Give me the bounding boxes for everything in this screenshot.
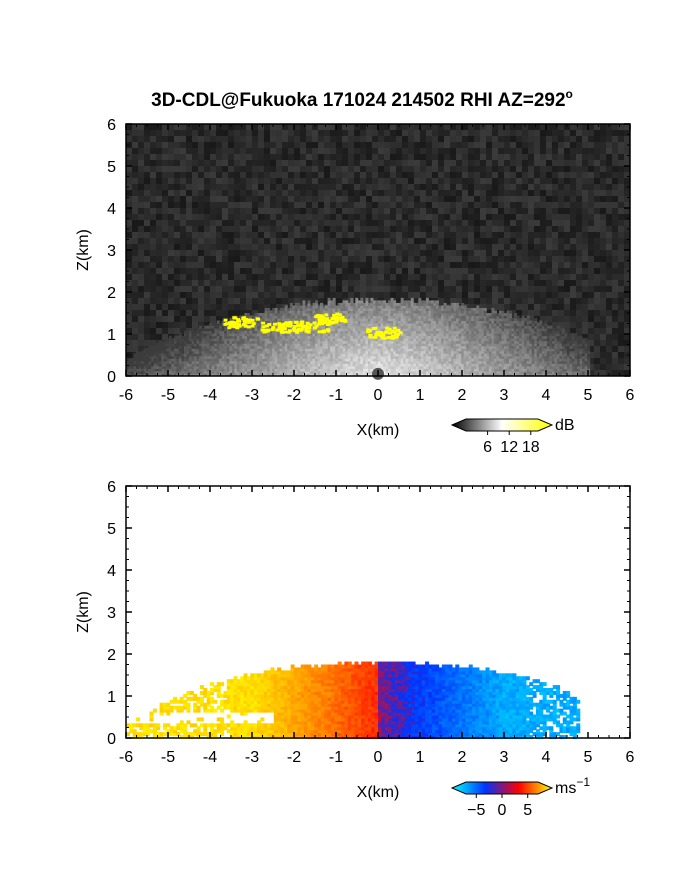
colorbar-unit: ms−1: [555, 775, 590, 797]
backscatter-colorbar: 6 12 18 dB: [450, 417, 575, 456]
x-axis: -6 -5 -4 -3 -2 -1 0 1 2 3 4 5 6: [119, 124, 635, 404]
x-axis-label: X(km): [357, 422, 400, 439]
x-tick-label: -3: [245, 387, 259, 404]
y-tick-label: 3: [107, 243, 116, 260]
colorbar-bar: [450, 418, 554, 432]
colorbar-bar: [450, 781, 554, 795]
x-tick-label: 3: [500, 387, 509, 404]
y-tick-label: 6: [107, 479, 116, 496]
heatmap-cells: [126, 124, 630, 380]
y-tick-label: 5: [107, 521, 116, 538]
y-tick-label: 0: [107, 369, 116, 386]
x-tick-label: 0: [374, 749, 383, 766]
x-tick-label: -6: [119, 749, 133, 766]
doppler-velocity-panel: -6 -5 -4 -3 -2 -1 0 1 2 3 4 5 6 X(km) 0 1 2 3 4 5 6 Z(km): [75, 479, 635, 801]
y-tick-label: 3: [107, 605, 116, 622]
colorbar-tick-label: 18: [522, 439, 540, 456]
x-tick-label: -5: [161, 749, 175, 766]
y-tick-label: 4: [107, 563, 116, 580]
x-tick-label: -1: [329, 749, 343, 766]
figure-title: 3D-CDL@Fukuoka 171024 214502 RHI AZ=292o: [151, 87, 573, 111]
x-tick-label: -4: [203, 749, 217, 766]
figure-title-text: 3D-CDL@Fukuoka 171024 214502 RHI AZ=292: [151, 90, 565, 111]
y-tick-label: 5: [107, 159, 116, 176]
x-axis-label: X(km): [357, 784, 400, 801]
y-axis-label: Z(km): [75, 591, 92, 633]
backscatter-panel: -6 -5 -4 -3 -2 -1 0 1 2 3 4 5 6 X(km) 0 1 2 3 4 5 6 Z(km): [75, 117, 635, 439]
x-tick-label: -3: [245, 749, 259, 766]
y-axis: 0 1 2 3 4 5 6: [107, 479, 630, 748]
x-tick-label: -5: [161, 387, 175, 404]
colorbar-unit: dB: [555, 417, 575, 434]
heatmap-cells: [126, 661, 581, 740]
x-tick-label: -4: [203, 387, 217, 404]
x-tick-label: 3: [500, 749, 509, 766]
x-tick-label: 5: [584, 387, 593, 404]
x-tick-label: 1: [416, 749, 425, 766]
x-tick-label: 6: [626, 387, 635, 404]
y-tick-label: 1: [107, 689, 116, 706]
colorbar-tick-label: 12: [500, 439, 518, 456]
x-tick-label: 2: [458, 749, 467, 766]
x-tick-label: -2: [287, 387, 301, 404]
y-tick-label: 1: [107, 327, 116, 344]
x-tick-label: -2: [287, 749, 301, 766]
colorbar-tick-label: −5: [467, 802, 485, 819]
x-tick-label: 0: [374, 387, 383, 404]
x-tick-label: 5: [584, 749, 593, 766]
x-tick-label: 4: [542, 749, 551, 766]
y-axis: 0 1 2 3 4 5 6: [107, 117, 630, 386]
y-axis-label: Z(km): [75, 229, 92, 271]
x-tick-label: 6: [626, 749, 635, 766]
x-tick-label: 4: [542, 387, 551, 404]
title-degree-symbol: o: [566, 87, 573, 101]
x-tick-label: -6: [119, 387, 133, 404]
colorbar-tick-label: 0: [498, 802, 507, 819]
y-tick-label: 2: [107, 647, 116, 664]
x-axis: -6 -5 -4 -3 -2 -1 0 1 2 3 4 5 6: [119, 486, 635, 766]
colorbar-tick-label: 6: [483, 439, 492, 456]
x-tick-label: 2: [458, 387, 467, 404]
x-tick-label: 1: [416, 387, 425, 404]
x-tick-label: -1: [329, 387, 343, 404]
colorbar-tick-label: 5: [523, 802, 532, 819]
y-tick-label: 2: [107, 285, 116, 302]
doppler-velocity-colorbar: −5 0 5 ms−1: [450, 775, 590, 819]
y-tick-label: 0: [107, 731, 116, 748]
y-tick-label: 4: [107, 201, 116, 218]
y-tick-label: 6: [107, 117, 116, 134]
